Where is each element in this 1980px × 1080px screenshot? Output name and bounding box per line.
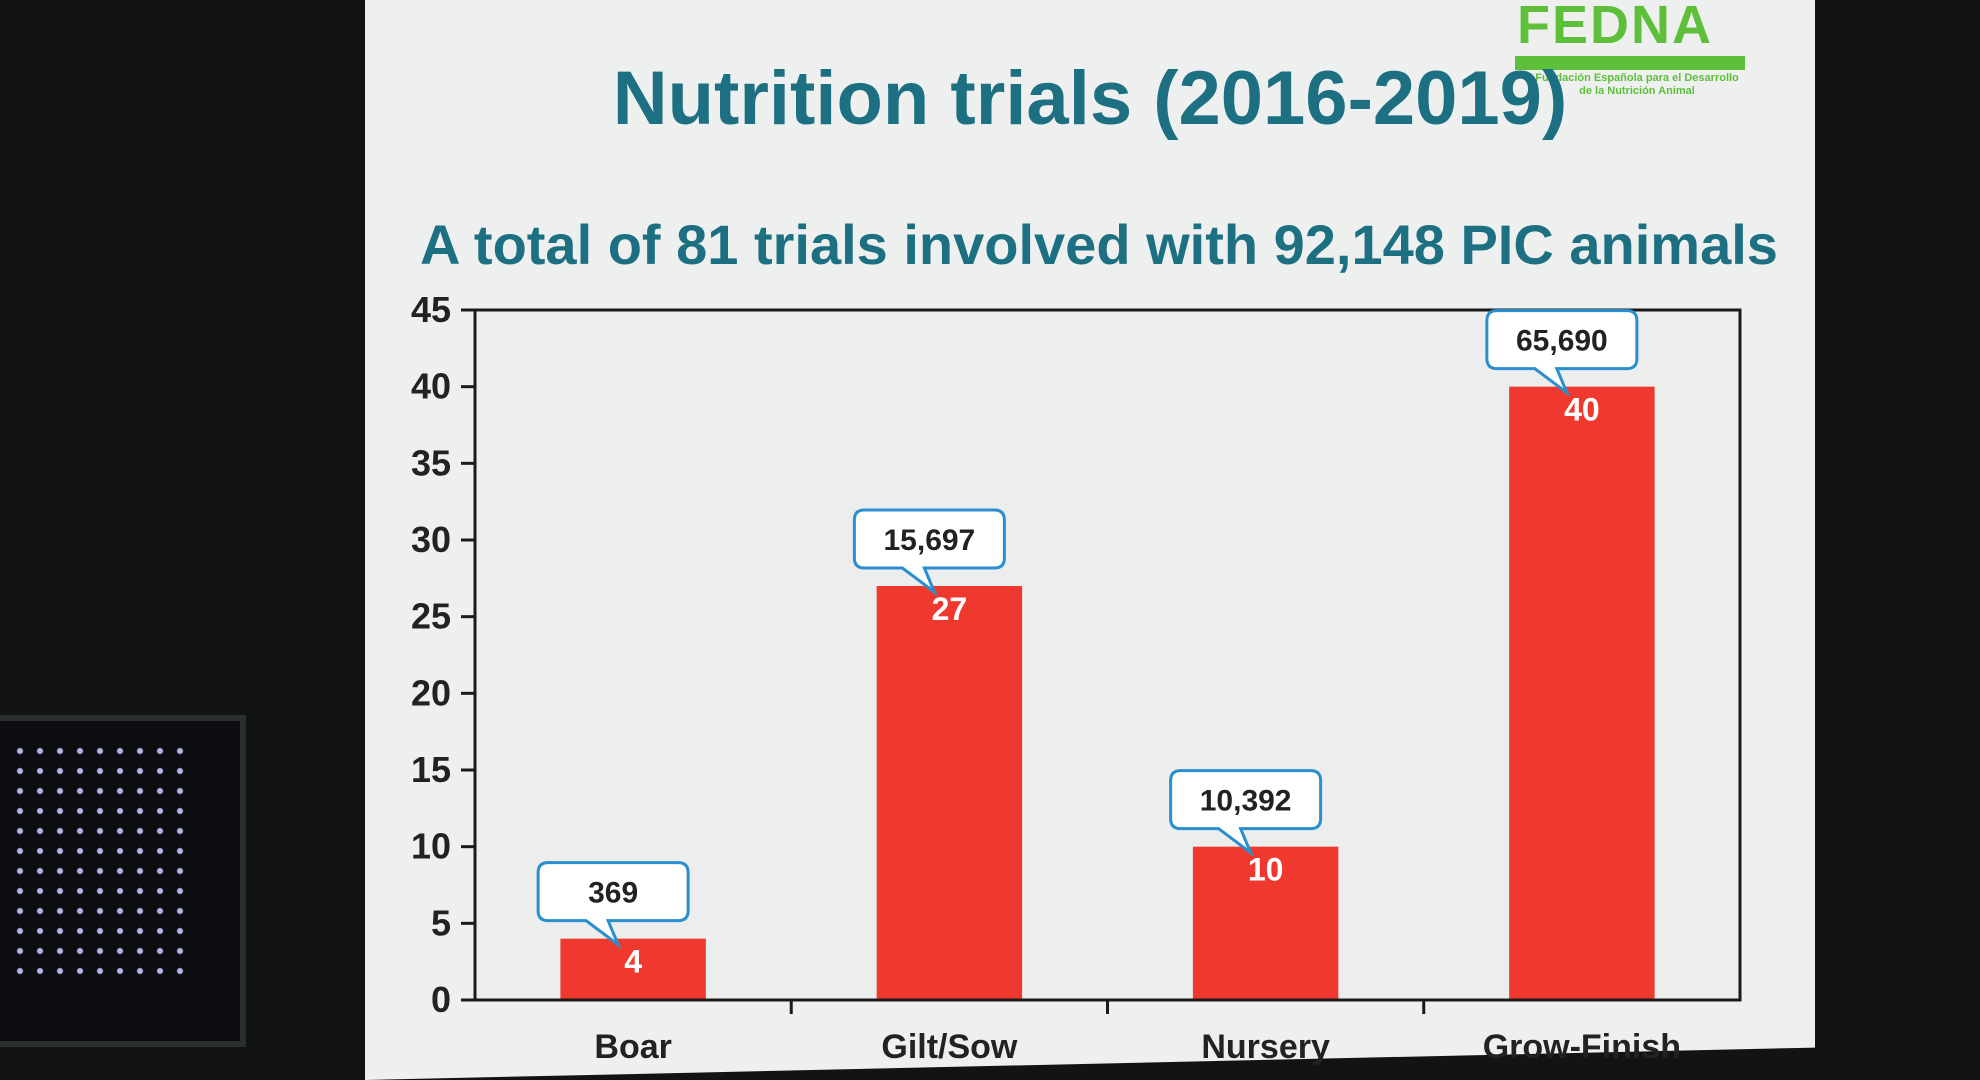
- y-tick-label: 5: [431, 902, 451, 943]
- logo-caption: Fundación Española para el Desarrollo de…: [1517, 72, 1757, 98]
- logo-bar: [1515, 56, 1745, 70]
- y-tick-label: 15: [411, 749, 451, 790]
- y-tick-label: 40: [411, 366, 451, 407]
- bar-chart: 0 5 10 15 20 25 30 35 40 45 4 369 Boar 27 15,697 Gilt/S…: [411, 289, 1742, 1066]
- led-dots: [10, 741, 190, 981]
- x-category-label: Boar: [594, 1028, 671, 1066]
- x-category-label: Grow-Finish: [1483, 1028, 1681, 1066]
- led-panel: [0, 715, 246, 1047]
- bar-value-label: 40: [1564, 392, 1600, 428]
- bar-value-label: 4: [624, 944, 642, 980]
- y-tick-label: 25: [411, 596, 451, 637]
- callout-bubble: [852, 508, 1006, 597]
- bar: [1509, 386, 1655, 999]
- logo-caption-line2: de la Nutrición Animal: [1579, 85, 1695, 97]
- callout-bubble: [1485, 309, 1639, 398]
- bar-value-label: 10: [1248, 852, 1284, 888]
- x-category-label: Nursery: [1201, 1028, 1330, 1066]
- y-tick-label: 20: [411, 672, 451, 713]
- logo-name: FEDNA: [1517, 0, 1713, 55]
- callout-label: 369: [588, 877, 638, 910]
- callout-bubble: [536, 861, 690, 950]
- callout-label: 65,690: [1516, 325, 1608, 358]
- slide-title: Nutrition trials (2016-2019): [612, 56, 1568, 141]
- y-tick-label: 0: [431, 979, 451, 1020]
- slide-subtitle: A total of 81 trials involved with 92,14…: [420, 213, 1778, 276]
- callout-bubble: [1169, 769, 1323, 858]
- bar: [876, 586, 1023, 999]
- y-tick-label: 45: [411, 289, 451, 330]
- y-tick-label: 30: [411, 519, 451, 560]
- bar: [560, 938, 706, 999]
- y-tick-label: 35: [411, 442, 451, 483]
- y-tick-label: 10: [411, 826, 451, 867]
- bar: [1192, 846, 1339, 999]
- callout-label: 10,392: [1200, 785, 1292, 818]
- bar-value-label: 27: [932, 591, 968, 627]
- x-category-label: Gilt/Sow: [881, 1028, 1018, 1066]
- callout-label: 15,697: [883, 524, 975, 557]
- logo-caption-line1: Fundación Española para el Desarrollo: [1535, 72, 1739, 84]
- fedna-logo: FEDNA Fundación Española para el Desarro…: [1495, 0, 1755, 105]
